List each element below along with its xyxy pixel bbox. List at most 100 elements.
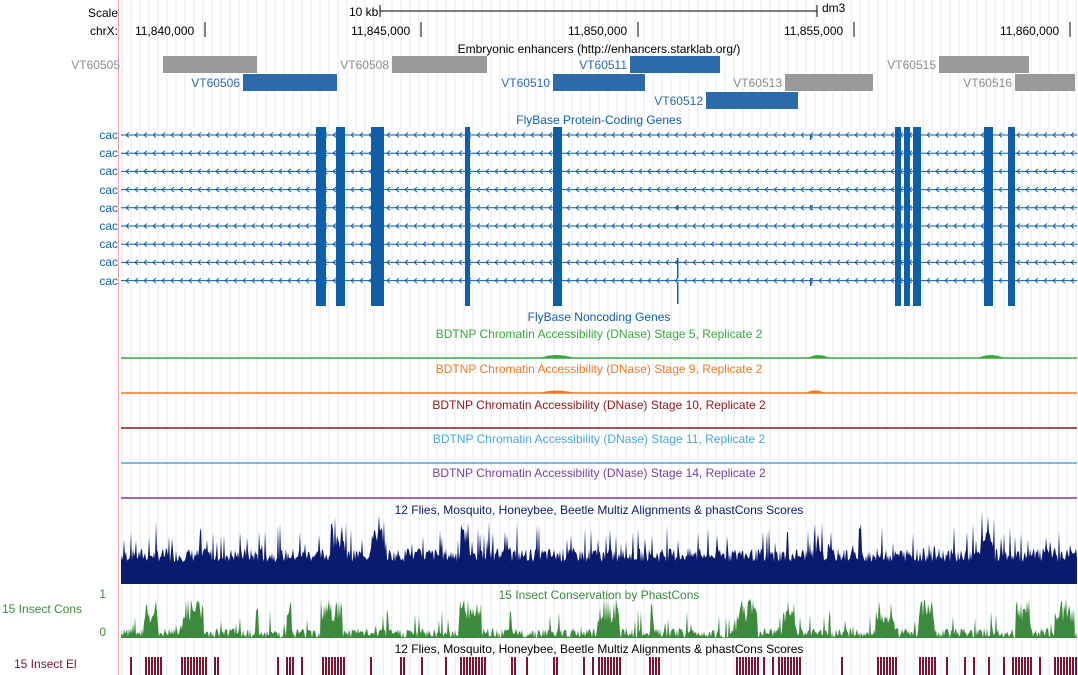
gene-label-cac[interactable]: cac: [99, 182, 118, 197]
strand-arrow: [1016, 259, 1021, 266]
strand-arrow: [224, 241, 229, 248]
gene-label-cac[interactable]: cac: [99, 237, 118, 252]
strand-arrow: [422, 132, 427, 138]
strand-arrow: [818, 186, 823, 193]
strand-arrow: [503, 168, 508, 175]
multiz-track-title[interactable]: 12 Flies, Mosquito, Honeybee, Beetle Mul…: [394, 503, 804, 517]
strand-arrow: [1034, 223, 1039, 229]
enhancer-feature[interactable]: [392, 56, 487, 73]
strand-arrow: [530, 241, 535, 248]
strand-arrow: [422, 168, 427, 175]
dnase-stage9-title[interactable]: BDTNP Chromatin Accessibility (DNase) St…: [435, 362, 763, 376]
gene-label-cac[interactable]: cac: [99, 164, 118, 179]
gene-label-cac[interactable]: cac: [99, 255, 118, 270]
small-exon: [810, 205, 812, 210]
strand-arrow: [539, 150, 544, 157]
conserved-element: [748, 657, 750, 675]
enhancer-label[interactable]: VT60513: [733, 76, 782, 90]
enhancer-label[interactable]: VT60505: [71, 58, 120, 72]
strand-arrow: [602, 259, 607, 266]
strand-arrow: [413, 259, 418, 266]
strand-arrow: [152, 168, 157, 175]
enhancer-label[interactable]: VT60506: [191, 76, 240, 90]
strand-arrow: [692, 150, 697, 157]
enhancer-label[interactable]: VT60515: [887, 58, 936, 72]
strand-arrow: [773, 223, 778, 229]
noncoding-track-title[interactable]: FlyBase Noncoding Genes: [527, 310, 671, 324]
gene-label-cac[interactable]: cac: [99, 128, 118, 142]
conserved-element: [1027, 657, 1029, 675]
strand-arrow: [701, 186, 706, 193]
enhancer-label[interactable]: VT60511: [579, 58, 627, 72]
strand-arrow: [233, 150, 238, 157]
strand-arrow: [575, 168, 580, 175]
strand-arrow: [629, 168, 634, 175]
dnase-stage10-title[interactable]: BDTNP Chromatin Accessibility (DNase) St…: [432, 398, 766, 412]
conserved-element: [526, 657, 528, 675]
strand-arrow: [359, 132, 364, 138]
strand-arrow: [431, 168, 436, 175]
strand-arrow: [350, 241, 355, 248]
elements-track-title[interactable]: 12 Flies, Mosquito, Honeybee, Beetle Mul…: [394, 642, 804, 656]
gene-label-cac[interactable]: cac: [99, 146, 118, 161]
phastcons-ymin: 0: [99, 625, 106, 639]
gene-label-cac[interactable]: cac: [99, 273, 118, 288]
strand-arrow: [287, 132, 292, 138]
phastcons-ymax: 1: [99, 587, 106, 601]
strand-arrow: [926, 204, 931, 211]
enhancer-label[interactable]: VT60510: [501, 76, 550, 90]
strand-arrow: [422, 150, 427, 157]
enhancer-feature[interactable]: [630, 56, 720, 73]
strand-arrow: [593, 186, 598, 193]
position-label: 11,845,000: [351, 24, 411, 38]
strand-arrow: [242, 150, 247, 157]
enhancer-label[interactable]: VT60516: [963, 76, 1012, 90]
enhancer-feature[interactable]: [553, 74, 645, 91]
strand-arrow: [269, 132, 274, 138]
strand-arrow: [773, 259, 778, 266]
strand-arrow: [296, 277, 301, 284]
strand-arrow: [233, 204, 238, 211]
strand-arrow: [1034, 241, 1039, 248]
strand-arrow: [926, 223, 931, 229]
strand-arrow: [584, 186, 589, 193]
strand-arrow: [791, 204, 796, 211]
conserved-element: [922, 657, 924, 675]
phastcons-track-label[interactable]: 15 Insect Cons: [2, 602, 83, 616]
enhancer-label[interactable]: VT60508: [340, 58, 389, 72]
gene-label-cac[interactable]: cac: [99, 200, 118, 215]
gene-track-title[interactable]: FlyBase Protein-Coding Genes: [516, 113, 682, 127]
strand-arrow: [890, 132, 895, 138]
enhancer-feature[interactable]: [785, 74, 873, 91]
gene-label-cac[interactable]: cac: [99, 219, 118, 233]
strand-arrow: [521, 259, 526, 266]
strand-arrow: [719, 241, 724, 248]
dnase-stage5-title[interactable]: BDTNP Chromatin Accessibility (DNase) St…: [435, 327, 763, 341]
strand-arrow: [269, 259, 274, 266]
strand-arrow: [638, 241, 643, 248]
strand-arrow: [332, 168, 337, 175]
strand-arrow: [1061, 186, 1066, 193]
conserved-element: [793, 657, 795, 675]
dnase-stage14-title[interactable]: BDTNP Chromatin Accessibility (DNase) St…: [432, 466, 766, 480]
strand-arrow: [512, 150, 517, 157]
strand-arrow: [449, 186, 454, 193]
enhancer-feature[interactable]: [243, 74, 337, 91]
enhancer-label[interactable]: VT60512: [654, 94, 703, 108]
strand-arrow: [764, 186, 769, 193]
enhancer-feature[interactable]: [1015, 74, 1075, 91]
strand-arrow: [755, 168, 760, 175]
phastcons-track-title[interactable]: 15 Insect Conservation by PhastCons: [498, 588, 700, 602]
enhancer-track-title[interactable]: Embryonic enhancers (http://enhancers.st…: [457, 42, 741, 56]
strand-arrow: [188, 132, 193, 138]
strand-arrow: [512, 259, 517, 266]
enhancer-feature[interactable]: [706, 92, 798, 109]
strand-arrow: [575, 204, 580, 211]
enhancer-feature[interactable]: [163, 56, 257, 73]
enhancer-feature[interactable]: [939, 56, 1029, 73]
conserved-element: [841, 657, 843, 675]
dnase-stage11-title[interactable]: BDTNP Chromatin Accessibility (DNase) St…: [432, 432, 766, 446]
elements-track-label[interactable]: 15 Insect El: [14, 657, 77, 671]
